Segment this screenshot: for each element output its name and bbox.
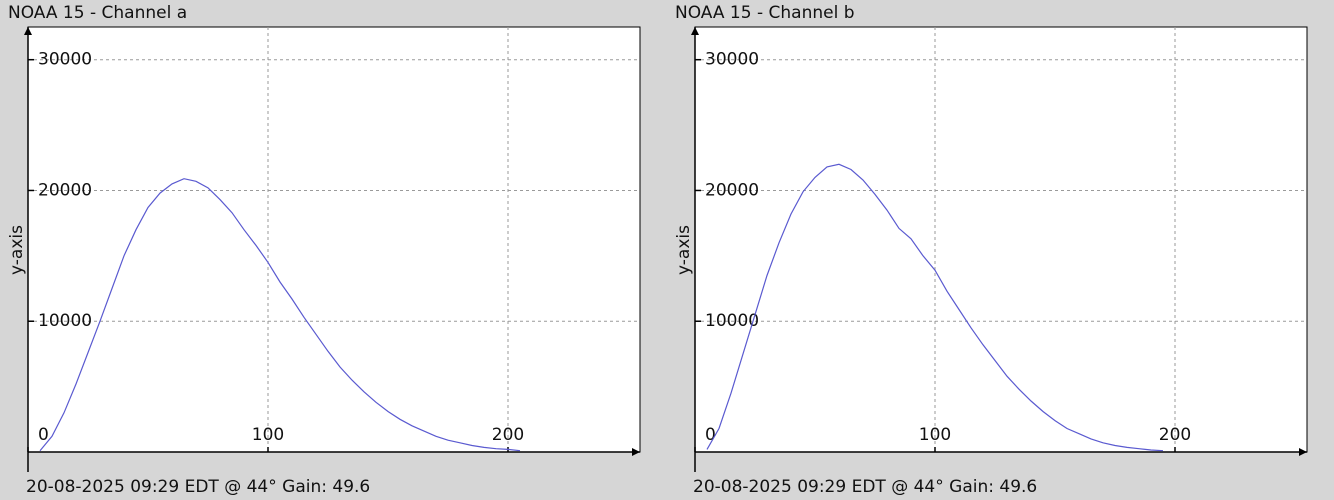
x-tick-label: 200 (1159, 425, 1191, 445)
y-tick-label: 10000 (38, 311, 92, 331)
y-axis-arrow (691, 27, 699, 35)
y-axis-arrow (24, 27, 32, 35)
y-tick-label: 20000 (38, 180, 92, 200)
x-axis-arrow (632, 448, 640, 456)
plot-area (694, 26, 1308, 453)
x-tick-label: 200 (492, 425, 524, 445)
x-tick-label: 100 (252, 425, 284, 445)
data-line (39, 178, 521, 452)
x-tick-label: 0 (38, 425, 49, 445)
chart-title: NOAA 15 - Channel a (8, 3, 187, 23)
chart-title: NOAA 15 - Channel b (675, 3, 855, 23)
footer-status: 20-08-2025 09:29 EDT @ 44° Gain: 49.6 (693, 477, 1037, 497)
data-line (706, 163, 1164, 452)
footer-status: 20-08-2025 09:29 EDT @ 44° Gain: 49.6 (26, 477, 370, 497)
y-tick-label: 20000 (705, 180, 759, 200)
y-tick-label: 30000 (705, 50, 759, 70)
chart-panel: NOAA 15 - Channel a y-axis 20-08-2025 09:2… (7, 3, 641, 497)
x-tick-label: 0 (705, 425, 716, 445)
plot-area (27, 26, 641, 453)
x-tick-label: 100 (919, 425, 951, 445)
chart-panel: NOAA 15 - Channel b y-axis 20-08-2025 09:2… (674, 3, 1308, 497)
y-axis-label: y-axis (674, 225, 694, 275)
y-tick-label: 30000 (38, 50, 92, 70)
y-axis-label: y-axis (7, 225, 27, 275)
x-axis-arrow (1299, 448, 1307, 456)
y-tick-label: 10000 (705, 311, 759, 331)
